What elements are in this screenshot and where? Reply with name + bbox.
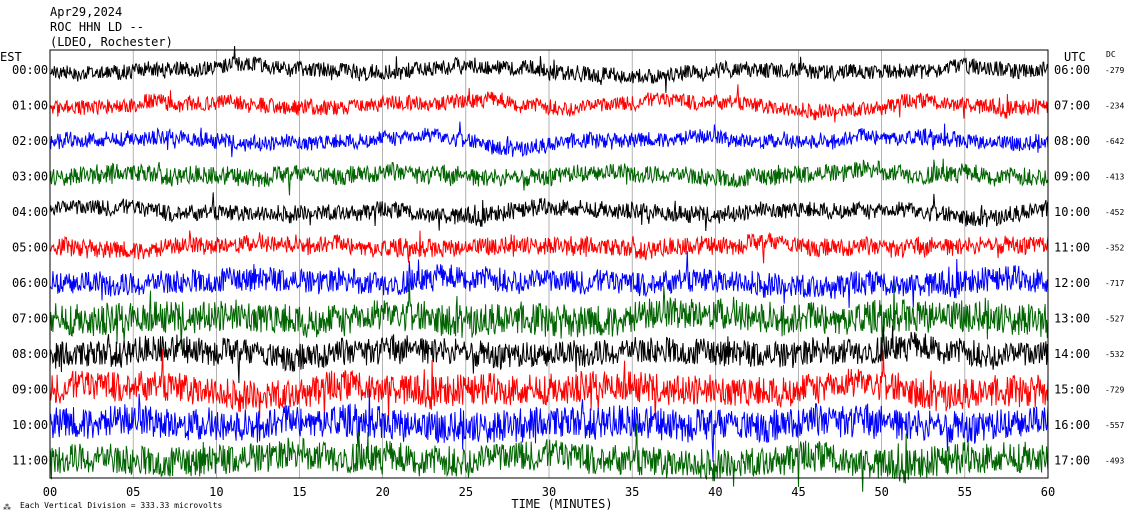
network-label: (LDEO, Rochester) <box>50 35 173 49</box>
plot-frame <box>49 49 1049 479</box>
x-tick-label: 50 <box>874 485 888 499</box>
dc-offset-label: -452 <box>1105 208 1124 217</box>
dc-offset-label: -642 <box>1105 137 1124 146</box>
utc-hour-label: 06:00 <box>1054 63 1090 77</box>
est-hour-label: 07:00 <box>12 312 48 326</box>
footer-scale-note: Each Vertical Division = 333.33 microvol… <box>20 501 222 510</box>
dc-offset-label: -493 <box>1105 457 1124 466</box>
trace-line <box>49 121 1049 158</box>
utc-hour-label: 11:00 <box>1054 241 1090 255</box>
date-label: Apr29,2024 <box>50 5 122 19</box>
dc-offset-label: -717 <box>1105 279 1124 288</box>
est-hour-labels: 00:00 01:00 02:00 03:00 04:00 05:00 06:00 07:00… <box>12 63 48 468</box>
x-tick-label: 25 <box>459 485 473 499</box>
x-tick-label: 15 <box>292 485 306 499</box>
utc-hour-label: 14:00 <box>1054 347 1090 361</box>
x-tick-label: 30 <box>542 485 556 499</box>
utc-hour-label: 09:00 <box>1054 170 1090 184</box>
dc-offset-label: -279 <box>1105 66 1124 75</box>
est-hour-label: 04:00 <box>12 205 48 219</box>
trace-line <box>49 278 1049 350</box>
trace-line <box>50 84 1049 123</box>
dc-offset-label: -557 <box>1105 421 1124 430</box>
dc-column-title: DC <box>1106 50 1116 59</box>
est-hour-label: 00:00 <box>12 63 48 77</box>
x-tick-label: 20 <box>375 485 389 499</box>
utc-axis-title: UTC <box>1064 50 1086 64</box>
x-axis-label: TIME (MINUTES) <box>511 497 612 511</box>
est-hour-label: 09:00 <box>12 383 48 397</box>
dc-offset-label: -532 <box>1105 350 1124 359</box>
est-hour-label: 11:00 <box>12 454 48 468</box>
x-tick-label: 40 <box>708 485 722 499</box>
utc-hour-label: 12:00 <box>1054 276 1090 290</box>
dc-offset-label: -234 <box>1105 102 1124 111</box>
utc-hour-label: 16:00 <box>1054 418 1090 432</box>
est-hour-label: 02:00 <box>12 134 48 148</box>
dc-offset-label: -729 <box>1105 386 1124 395</box>
dc-offset-label: -352 <box>1105 244 1124 253</box>
dc-offset-label: -413 <box>1105 173 1124 182</box>
trace-line <box>49 348 1049 420</box>
est-hour-label: 08:00 <box>12 347 48 361</box>
est-hour-label: 06:00 <box>12 276 48 290</box>
utc-hour-label: 13:00 <box>1054 312 1090 326</box>
trace-line <box>49 325 1049 384</box>
trace-line <box>49 251 1049 308</box>
x-tick-label: 55 <box>958 485 972 499</box>
trace-line <box>49 388 1049 462</box>
utc-hour-labels: 06:00 07:00 08:00 09:00 10:00 11:00 12:00 13:00… <box>1054 63 1090 468</box>
dc-offset-label: -527 <box>1105 315 1124 324</box>
utc-hour-label: 15:00 <box>1054 383 1090 397</box>
x-tick-label: 10 <box>209 485 223 499</box>
x-tick-label: 00 <box>43 485 57 499</box>
trace-line <box>49 158 1049 196</box>
x-tick-label: 35 <box>625 485 639 499</box>
x-tick-label: 05 <box>126 485 140 499</box>
utc-hour-label: 07:00 <box>1054 99 1090 113</box>
footer-marker-icon: ⁂ <box>3 502 11 512</box>
trace-line <box>49 192 1049 232</box>
seismogram-traces <box>49 45 1049 492</box>
est-hour-label: 03:00 <box>12 170 48 184</box>
est-hour-label: 10:00 <box>12 418 48 432</box>
utc-hour-label: 17:00 <box>1054 454 1090 468</box>
utc-hour-label: 08:00 <box>1054 134 1090 148</box>
x-tick-label: 45 <box>791 485 805 499</box>
est-hour-label: 01:00 <box>12 99 48 113</box>
station-label: ROC HHN LD -- <box>50 20 144 34</box>
utc-hour-label: 10:00 <box>1054 205 1090 219</box>
est-hour-label: 05:00 <box>12 241 48 255</box>
trace-line <box>49 45 1049 93</box>
est-axis-title: EST <box>0 50 22 64</box>
x-tick-label: 60 <box>1041 485 1055 499</box>
trace-line <box>49 230 1049 264</box>
x-tick-labels: 00 05 10 15 20 25 30 35 40 45 50 55 60 <box>43 485 1055 499</box>
dc-offset-labels: -279 -234 -642 -413 -452 -352 -717 -527 -532 -729… <box>1105 66 1124 466</box>
trace-line <box>49 423 1049 492</box>
